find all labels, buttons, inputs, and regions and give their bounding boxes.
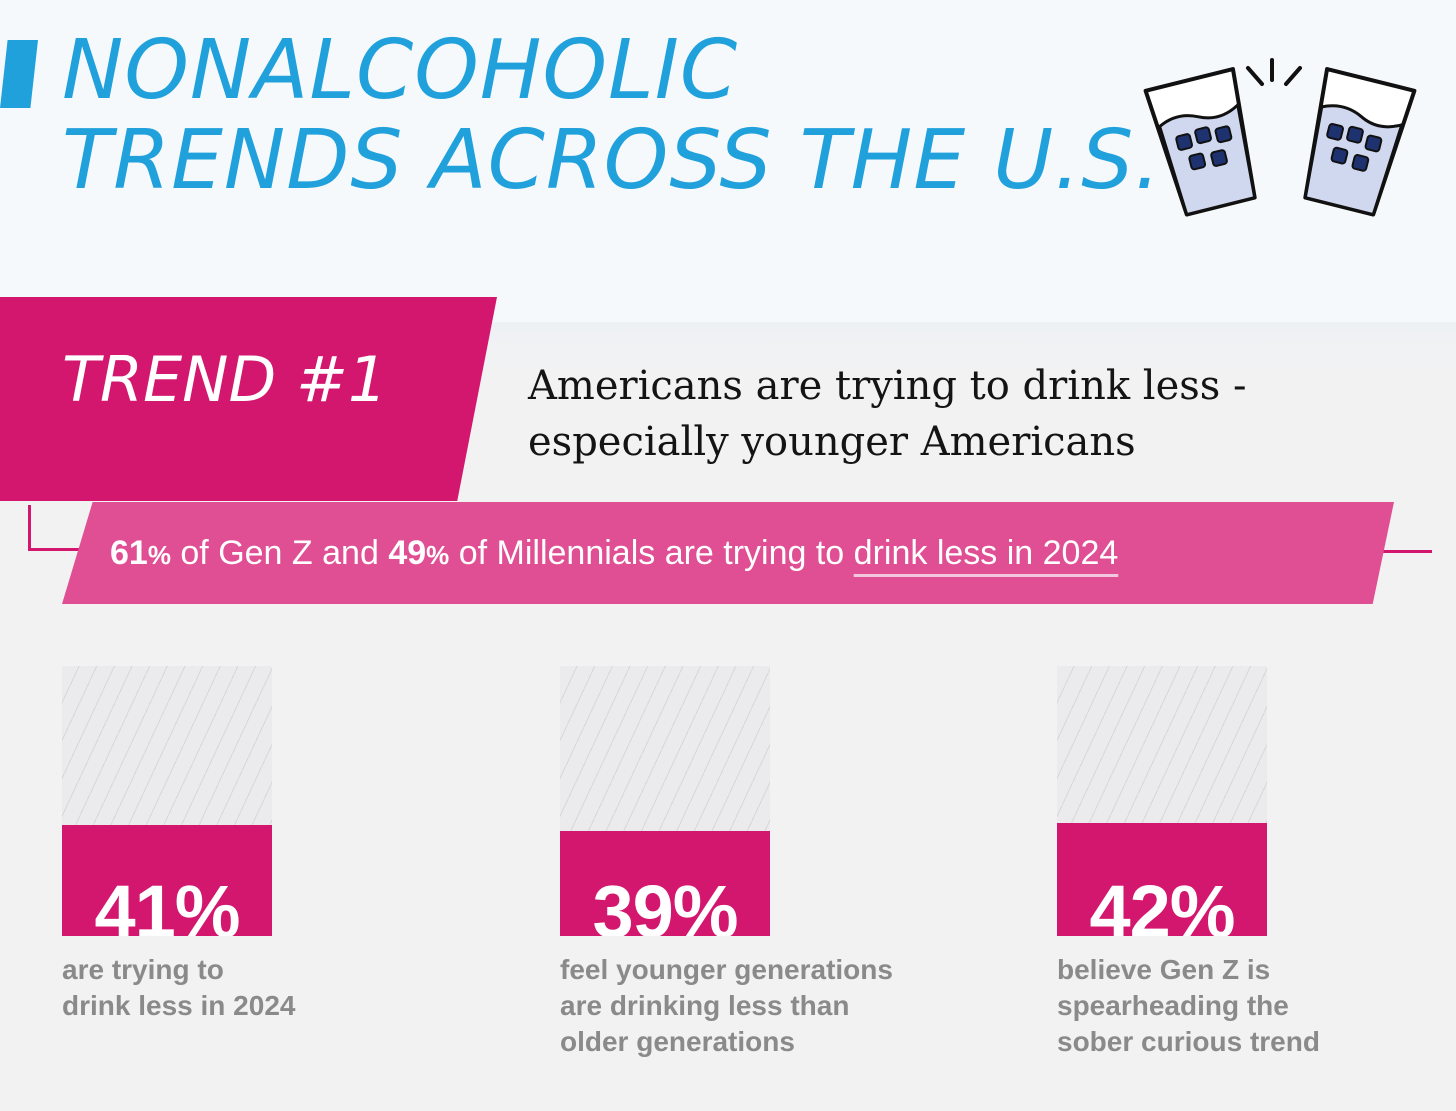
bar-track-1: 41%	[62, 666, 272, 936]
trend-label: TREND #1	[62, 343, 388, 416]
bar-track-3: 42%	[1057, 666, 1267, 936]
bar-1	[62, 825, 272, 936]
highlight-banner	[62, 502, 1394, 604]
millennials-value: 49	[388, 534, 427, 572]
trend-label-block	[0, 297, 497, 501]
page-title-line-1: NONALCOHOLIC	[62, 23, 739, 118]
bracket-line-vertical	[28, 505, 31, 551]
stat-column-1: 41% are trying to drink less in 2024	[62, 666, 462, 1024]
stat-caption-1: are trying to drink less in 2024	[62, 952, 462, 1024]
millennials-percent-sign: %	[426, 540, 450, 570]
stat-column-3: 42% believe Gen Z is spearheading the so…	[1057, 666, 1456, 1060]
bar-value-label-1: 41%	[94, 870, 240, 937]
banner-text-part-2: of Millennials are trying to	[449, 534, 854, 572]
page-title: NONALCOHOLIC TRENDS ACROSS THE U.S.	[62, 26, 1161, 206]
stat-caption-3-line-3: sober curious trend	[1057, 1026, 1320, 1057]
banner-text: 61% of Gen Z and 49% of Millennials are …	[110, 526, 1118, 582]
bracket-line-horizontal	[28, 548, 88, 551]
cheers-glasses-icon	[1143, 58, 1417, 217]
banner-text-part-1: of Gen Z and	[170, 534, 389, 572]
stat-column-2: 39% feel younger generations are drinkin…	[560, 666, 960, 1060]
stat-caption-1-line-2: drink less in 2024	[62, 990, 296, 1021]
stat-caption-2-line-2: are drinking less than	[560, 990, 850, 1021]
page-title-line-2: TRENDS ACROSS THE U.S.	[62, 113, 1162, 208]
genz-value: 61	[110, 534, 148, 572]
stat-caption-2-line-3: older generations	[560, 1026, 795, 1057]
bar-3	[1057, 822, 1267, 936]
banner-right-line	[1370, 550, 1432, 553]
stat-caption-3-line-2: spearheading the	[1057, 990, 1289, 1021]
trend-subtitle-line-1: Americans are trying to drink less -	[528, 363, 1247, 409]
title-accent-bar	[0, 40, 38, 108]
genz-percent-sign: %	[147, 540, 171, 570]
bar-2	[560, 830, 770, 936]
stat-caption-2-line-1: feel younger generations	[560, 954, 893, 985]
banner-underlined-text: drink less in 2024	[853, 534, 1119, 572]
stat-caption-3: believe Gen Z is spearheading the sober …	[1057, 952, 1456, 1060]
bar-value-label-2: 39%	[592, 870, 738, 937]
stat-caption-1-line-1: are trying to	[62, 954, 224, 985]
stat-caption-3-line-1: believe Gen Z is	[1057, 954, 1271, 985]
trend-subtitle: Americans are trying to drink less - esp…	[528, 358, 1428, 470]
stat-caption-2: feel younger generations are drinking le…	[560, 952, 960, 1060]
bar-track-2: 39%	[560, 666, 770, 936]
trend-subtitle-line-2: especially younger Americans	[528, 419, 1136, 465]
bar-value-label-3: 42%	[1089, 870, 1235, 937]
